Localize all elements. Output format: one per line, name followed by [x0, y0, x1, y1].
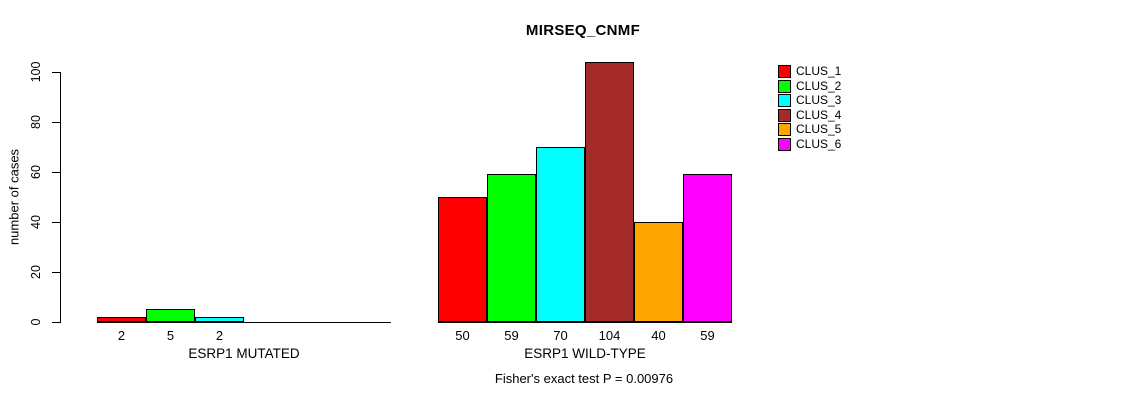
- y-tick-mark: [52, 122, 60, 123]
- legend-swatch-clus_2: [778, 79, 791, 93]
- legend-label: CLUS_1: [796, 64, 842, 78]
- y-axis-line: [60, 72, 61, 323]
- y-tick-label: 80: [29, 115, 43, 129]
- y-tick-label: 60: [29, 165, 43, 179]
- legend-swatch-clus_1: [778, 64, 791, 78]
- group-label-1: ESRP1 MUTATED: [188, 346, 300, 361]
- y-tick-label: 20: [29, 265, 43, 279]
- footnote: Fisher's exact test P = 0.00976: [494, 371, 674, 386]
- bar-clus_5: [634, 222, 683, 322]
- bar-value-label: 70: [553, 328, 568, 343]
- legend-item: CLUS_1: [778, 64, 841, 78]
- bar-value-label: 59: [700, 328, 715, 343]
- y-tick-label: 100: [29, 61, 43, 83]
- bar-clus_3: [195, 317, 244, 322]
- bar-value-label: 104: [598, 328, 621, 343]
- y-tick-label: 40: [29, 215, 43, 229]
- legend-label: CLUS_4: [796, 108, 842, 122]
- bar-clus_4: [585, 62, 634, 322]
- y-tick-mark: [52, 222, 60, 223]
- x-axis-line: [97, 322, 391, 323]
- legend-label: CLUS_6: [796, 137, 842, 151]
- legend-item: CLUS_3: [778, 93, 841, 107]
- legend-swatch-clus_5: [778, 122, 791, 136]
- legend-label: CLUS_5: [796, 122, 842, 136]
- y-tick-mark: [52, 72, 60, 73]
- y-tick-mark: [52, 172, 60, 173]
- legend-item: CLUS_6: [778, 137, 841, 151]
- bar-clus_2: [146, 309, 195, 322]
- bar-clus_1: [97, 317, 146, 322]
- bar-value-label: 40: [651, 328, 666, 343]
- bar-value-label: 2: [215, 328, 224, 343]
- legend-label: CLUS_2: [796, 79, 842, 93]
- group-label-2: ESRP1 WILD-TYPE: [524, 346, 646, 361]
- legend-swatch-clus_6: [778, 137, 791, 151]
- y-tick-label: 0: [29, 318, 43, 326]
- y-tick-mark: [52, 322, 60, 323]
- bar-clus_1: [438, 197, 487, 322]
- legend-swatch-clus_4: [778, 108, 791, 122]
- legend-item: CLUS_5: [778, 122, 841, 136]
- bar-clus_2: [487, 174, 536, 322]
- bar-clus_6: [683, 174, 732, 322]
- legend-item: CLUS_2: [778, 79, 841, 93]
- legend-item: CLUS_4: [778, 108, 841, 122]
- y-axis-label: number of cases: [6, 148, 22, 246]
- legend-label: CLUS_3: [796, 93, 842, 107]
- legend-swatch-clus_3: [778, 93, 791, 107]
- chart-title: MIRSEQ_CNMF: [525, 22, 641, 39]
- x-axis-line: [438, 322, 732, 323]
- bar-value-label: 50: [455, 328, 470, 343]
- bar-clus_3: [536, 147, 585, 322]
- bar-value-label: 2: [117, 328, 126, 343]
- bar-value-label: 59: [504, 328, 519, 343]
- bar-value-label: 5: [166, 328, 175, 343]
- y-tick-mark: [52, 272, 60, 273]
